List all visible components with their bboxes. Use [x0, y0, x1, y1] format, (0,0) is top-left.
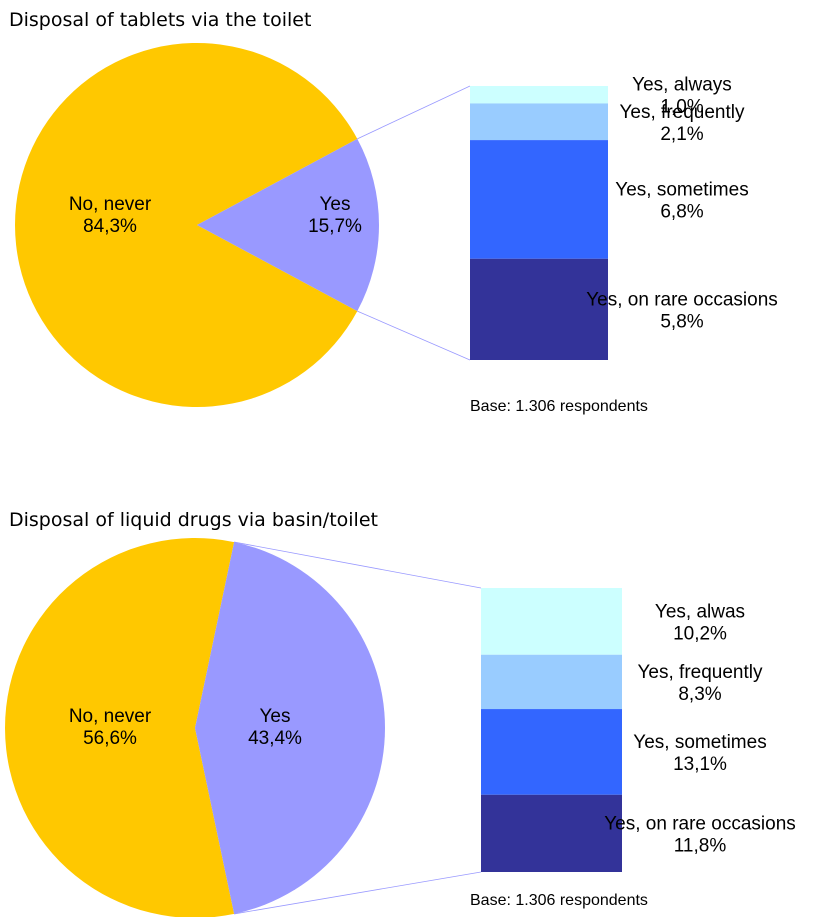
bar-value-yes-on-rare-occasions: 11,8% — [674, 835, 727, 856]
connector-line-top — [234, 541, 482, 589]
chart-title: Disposal of tablets via the toilet — [9, 9, 312, 31]
bar-segment-yes-on-rare-occasions — [481, 794, 622, 872]
bar-value-yes-frequently: 8,3% — [678, 684, 721, 705]
bar-value-yes-on-rare-occasions: 5,8% — [660, 311, 703, 332]
bar-segment-yes-on-rare-occasions — [470, 258, 608, 360]
bar-label-yes-on-rare-occasions: Yes, on rare occasions — [586, 289, 778, 310]
chart-liquid-drugs: Disposal of liquid drugs via basin/toile… — [0, 500, 837, 917]
bar-label-yes-alwas: Yes, alwas — [655, 601, 745, 622]
bar-label-yes-sometimes: Yes, sometimes — [633, 732, 766, 753]
chart-title: Disposal of liquid drugs via basin/toile… — [9, 509, 378, 531]
bar-value-yes-frequently: 2,1% — [660, 124, 703, 145]
bar-label-yes-frequently: Yes, frequently — [638, 662, 763, 683]
bar-label-yes-always: Yes, always — [632, 75, 732, 96]
bar-segment-yes-always — [470, 86, 608, 104]
bar-label-yes-on-rare-occasions: Yes, on rare occasions — [604, 813, 796, 834]
connector-line-top — [357, 85, 471, 140]
base-note: Base: 1.306 respondents — [470, 398, 648, 415]
connector-line-bottom — [234, 871, 482, 915]
bar-value-yes-alwas: 10,2% — [673, 623, 727, 644]
bar-segment-yes-alwas — [481, 588, 622, 655]
bar-value-yes-sometimes: 6,8% — [660, 201, 703, 222]
bar-segment-yes-sometimes — [470, 140, 608, 259]
pie-label-no-never: No, never — [69, 194, 152, 215]
chart-tablets: Disposal of tablets via the toilet No, n… — [0, 0, 837, 440]
pie-label-yes: Yes — [260, 706, 291, 727]
pie-value-yes: 43,4% — [248, 728, 302, 749]
base-note: Base: 1.306 respondents — [470, 892, 648, 909]
connector-line-bottom — [357, 310, 471, 361]
bar-label-yes-sometimes: Yes, sometimes — [615, 179, 748, 200]
pie-label-yes: Yes — [320, 194, 351, 215]
pie-slice-no-never — [15, 42, 358, 407]
pie-label-no-never: No, never — [69, 706, 152, 727]
bar-label-yes-frequently: Yes, frequently — [620, 102, 745, 123]
pie-slice-no-never — [5, 538, 235, 917]
pie-slice-yes — [197, 138, 379, 312]
pie-value-no-never: 84,3% — [83, 216, 137, 237]
pie-value-yes: 15,7% — [308, 216, 362, 237]
bar-segment-yes-sometimes — [481, 709, 622, 795]
bar-segment-yes-frequently — [470, 103, 608, 141]
pie-slice-yes — [195, 542, 386, 914]
bar-value-yes-always: 1,0% — [660, 97, 703, 118]
pie-value-no-never: 56,6% — [83, 728, 137, 749]
bar-value-yes-sometimes: 13,1% — [673, 754, 727, 775]
bar-segment-yes-frequently — [481, 654, 622, 710]
